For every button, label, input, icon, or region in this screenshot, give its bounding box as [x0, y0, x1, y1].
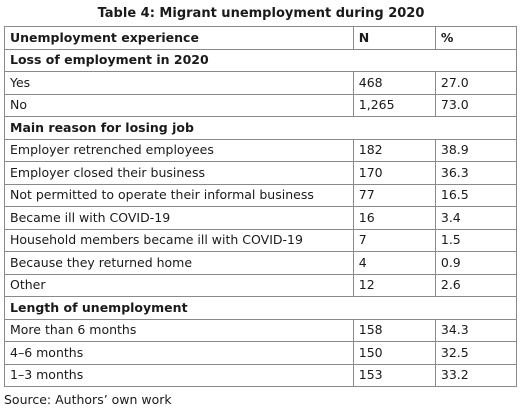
row-label: 4–6 months: [4, 341, 354, 365]
table-row: Became ill with COVID-19 16 3.4: [4, 206, 518, 230]
section-row: Main reason for losing job: [4, 116, 517, 140]
table-row: Other 12 2.6: [4, 273, 518, 297]
row-n: 4: [352, 251, 436, 275]
source-note: Source: Authors’ own work: [4, 392, 172, 407]
row-percent: 36.3: [434, 161, 518, 185]
row-percent: 73.0: [434, 93, 518, 117]
header-percent: %: [434, 26, 518, 50]
row-label: 1–3 months: [4, 363, 354, 387]
row-n: 16: [352, 206, 436, 230]
table-row: 4–6 months 150 32.5: [4, 341, 518, 365]
section-title: Main reason for losing job: [4, 116, 517, 140]
row-label: Household members became ill with COVID-…: [4, 228, 354, 252]
table-row: Because they returned home 4 0.9: [4, 251, 518, 275]
row-n: 12: [352, 273, 436, 297]
row-n: 77: [352, 183, 436, 207]
row-label: Became ill with COVID-19: [4, 206, 354, 230]
row-n: 7: [352, 228, 436, 252]
row-label: Yes: [4, 71, 354, 95]
row-label: No: [4, 93, 354, 117]
row-percent: 0.9: [434, 251, 518, 275]
row-n: 182: [352, 138, 436, 162]
row-n: 468: [352, 71, 436, 95]
section-row: Loss of employment in 2020: [4, 48, 517, 72]
table-row: Household members became ill with COVID-…: [4, 228, 518, 252]
section-title: Length of unemployment: [4, 296, 517, 320]
row-percent: 3.4: [434, 206, 518, 230]
header-n: N: [352, 26, 436, 50]
row-n: 158: [352, 318, 436, 342]
row-percent: 34.3: [434, 318, 518, 342]
row-percent: 1.5: [434, 228, 518, 252]
table-row: More than 6 months 158 34.3: [4, 318, 518, 342]
row-percent: 27.0: [434, 71, 518, 95]
row-label: Employer retrenched employees: [4, 138, 354, 162]
section-row: Length of unemployment: [4, 296, 517, 320]
row-n: 150: [352, 341, 436, 365]
migrant-unemployment-table: Unemployment experience N % Loss of empl…: [4, 26, 518, 387]
table-row: No 1,265 73.0: [4, 93, 518, 117]
table-row: Employer retrenched employees 182 38.9: [4, 138, 518, 162]
row-percent: 33.2: [434, 363, 518, 387]
table-header-row: Unemployment experience N %: [4, 26, 518, 50]
row-label: Other: [4, 273, 354, 297]
section-title: Loss of employment in 2020: [4, 48, 517, 72]
table-row: Not permitted to operate their informal …: [4, 183, 518, 207]
table-row: Employer closed their business 170 36.3: [4, 161, 518, 185]
header-experience: Unemployment experience: [4, 26, 354, 50]
row-label: Employer closed their business: [4, 161, 354, 185]
table-caption: Table 4: Migrant unemployment during 202…: [97, 6, 425, 21]
row-percent: 2.6: [434, 273, 518, 297]
row-label: Because they returned home: [4, 251, 354, 275]
row-percent: 32.5: [434, 341, 518, 365]
row-label: More than 6 months: [4, 318, 354, 342]
row-percent: 38.9: [434, 138, 518, 162]
table-row: 1–3 months 153 33.2: [4, 363, 518, 387]
row-n: 170: [352, 161, 436, 185]
row-label: Not permitted to operate their informal …: [4, 183, 354, 207]
row-n: 153: [352, 363, 436, 387]
row-n: 1,265: [352, 93, 436, 117]
row-percent: 16.5: [434, 183, 518, 207]
table-row: Yes 468 27.0: [4, 71, 518, 95]
